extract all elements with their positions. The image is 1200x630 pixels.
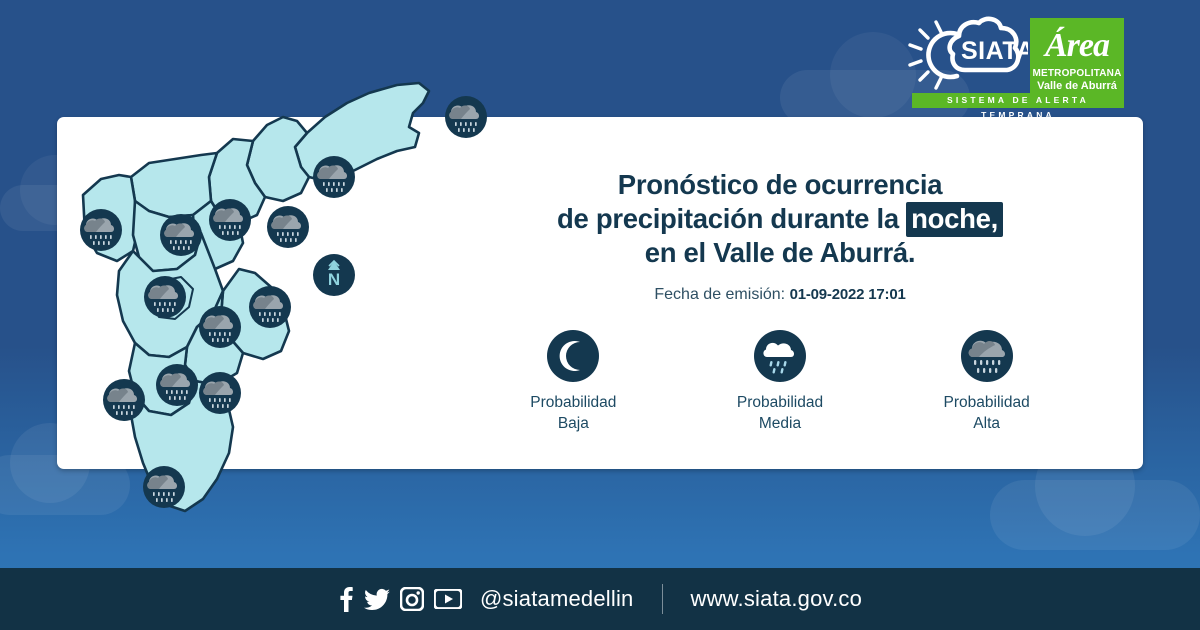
cloud-heavy-rain-icon <box>960 330 1013 382</box>
legend-label-line2: Alta <box>973 415 1000 432</box>
title-highlight-noche: noche, <box>906 202 1003 237</box>
station-marker <box>80 209 122 251</box>
station-marker <box>160 214 202 256</box>
legend-label-line2: Media <box>758 415 802 432</box>
issue-date-value: 01-09-2022 17:01 <box>789 286 906 303</box>
station-marker <box>199 306 241 348</box>
area-logo-script: Área <box>1045 27 1110 64</box>
probability-legend: Probabilidad Baja Probabilidad Media <box>470 330 1090 440</box>
area-logo-line1: METROPOLITANA <box>1032 68 1122 79</box>
moon-icon <box>547 330 600 382</box>
svg-text:N: N <box>328 270 340 289</box>
station-marker <box>313 156 355 198</box>
station-marker <box>143 466 185 508</box>
title-line-3: en el Valle de Aburrá. <box>644 237 916 268</box>
footer-divider <box>661 584 663 614</box>
station-marker <box>144 276 186 318</box>
twitter-icon[interactable] <box>363 586 390 612</box>
legend-label-baja: Probabilidad Baja <box>488 392 658 434</box>
station-marker <box>445 96 487 138</box>
title-line-1: Pronóstico de ocurrencia <box>617 169 943 200</box>
area-logo-line2: Valle de Aburrá <box>1037 80 1117 92</box>
station-marker <box>209 199 251 241</box>
legend-label-line2: Baja <box>557 415 589 432</box>
issue-date: Fecha de emisión: 01-09-2022 17:01 <box>470 286 1090 304</box>
footer-bar: @siatamedellin www.siata.gov.co <box>0 568 1200 630</box>
area-metropolitana-logo: Área METROPOLITANA Valle de Aburrá <box>1030 18 1124 98</box>
station-marker <box>156 364 198 406</box>
background-cloud-icon <box>990 436 1200 550</box>
title-line-2: de precipitación durante la noche, <box>470 202 1090 237</box>
legend-item-media: Probabilidad Media <box>695 330 865 434</box>
legend-label-line1: Probabilidad <box>943 394 1030 411</box>
social-links <box>338 586 462 612</box>
station-marker <box>199 372 241 414</box>
compass-rose-icon: N <box>313 254 355 296</box>
legend-item-baja: Probabilidad Baja <box>488 330 658 434</box>
station-marker <box>267 206 309 248</box>
legend-label-line1: Probabilidad <box>530 394 617 411</box>
legend-label-line1: Probabilidad <box>736 394 824 411</box>
title-line-2-text: de precipitación durante la <box>556 203 899 234</box>
legend-item-alta: Probabilidad Alta <box>902 330 1072 434</box>
tagline-bar: SISTEMA DE ALERTA TEMPRANA <box>912 93 1124 120</box>
facebook-icon[interactable] <box>338 586 354 612</box>
page-title: Pronóstico de ocurrencia de precipitació… <box>470 168 1090 270</box>
valle-de-aburra-map: N <box>57 55 517 575</box>
siata-logo-icon: SIATA <box>908 16 1028 90</box>
station-marker <box>103 379 145 421</box>
svg-text:SIATA: SIATA <box>961 37 1028 65</box>
cloud-moon-rain-icon <box>753 330 806 382</box>
issue-date-label: Fecha de emisión: <box>654 286 786 303</box>
background-cloud-icon <box>780 32 970 125</box>
social-handle[interactable]: @siatamedellin <box>479 586 634 611</box>
legend-label-alta: Probabilidad Alta <box>902 392 1072 434</box>
youtube-icon[interactable] <box>433 589 462 609</box>
legend-label-media: Probabilidad Media <box>695 392 865 434</box>
station-marker <box>249 286 291 328</box>
website-url[interactable]: www.siata.gov.co <box>690 586 863 611</box>
instagram-icon[interactable] <box>399 587 424 611</box>
header-logos: SIATA <box>893 14 1128 112</box>
